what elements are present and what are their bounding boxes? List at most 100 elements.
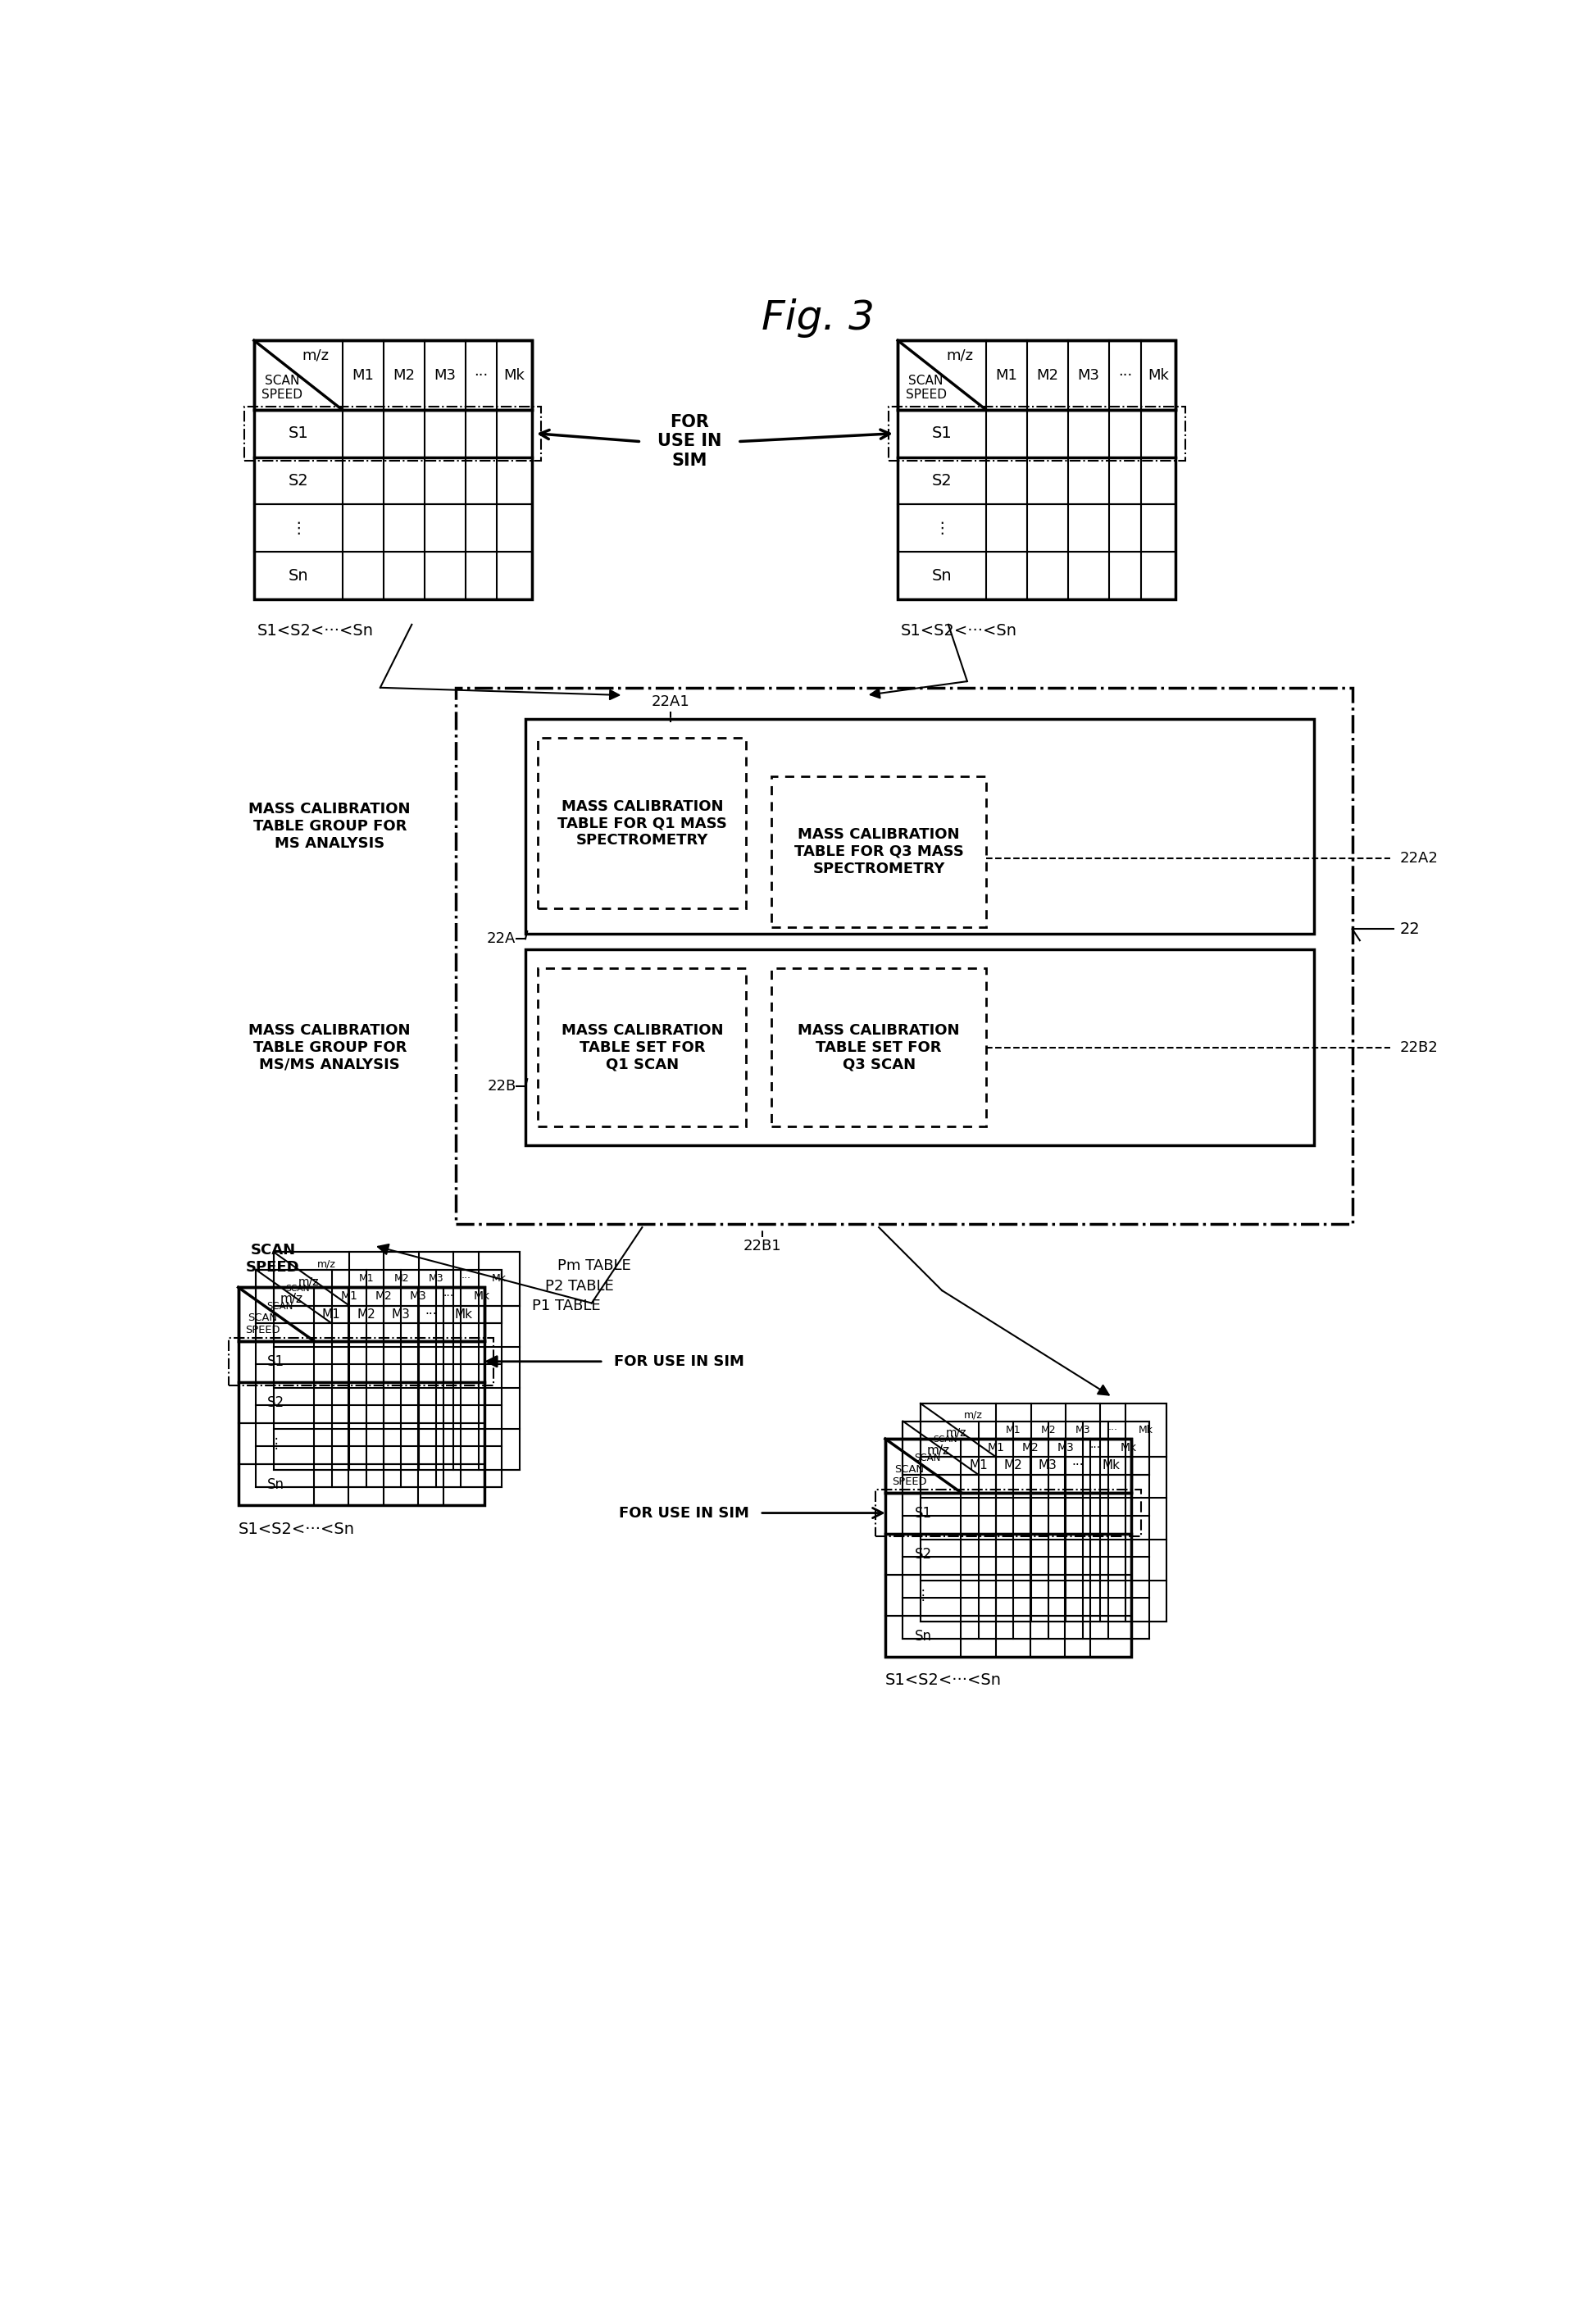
Text: S1: S1 (287, 425, 308, 441)
Text: m/z: m/z (945, 1428, 966, 1440)
Text: 22: 22 (1400, 922, 1420, 936)
Bar (244, 407, 541, 460)
Bar (254, 409, 531, 458)
Text: FOR
USE IN
SIM: FOR USE IN SIM (658, 414, 721, 469)
Bar (525, 719, 1315, 934)
Text: ···: ··· (425, 1308, 437, 1320)
Text: SCAN: SCAN (932, 1435, 958, 1444)
Bar (886, 1440, 1132, 1493)
Bar (899, 458, 1176, 504)
Bar (886, 1493, 1132, 1535)
Text: ⋮: ⋮ (934, 520, 950, 536)
Text: S1: S1 (932, 425, 953, 441)
Text: S1<S2<···<Sn: S1<S2<···<Sn (238, 1521, 354, 1537)
Text: 22A2: 22A2 (1400, 850, 1438, 864)
Bar (921, 1403, 1167, 1622)
Bar (771, 968, 986, 1125)
Text: MASS CALIBRATION
TABLE FOR Q3 MASS
SPECTROMETRY: MASS CALIBRATION TABLE FOR Q3 MASS SPECT… (795, 827, 964, 876)
Bar (876, 1488, 1141, 1537)
Text: Pm TABLE: Pm TABLE (557, 1259, 630, 1273)
Text: M3: M3 (1057, 1442, 1074, 1454)
Bar (273, 1253, 520, 1470)
Text: SCAN
SPEED: SCAN SPEED (246, 1243, 300, 1276)
Text: M2: M2 (375, 1292, 393, 1301)
Bar (771, 776, 986, 927)
Text: 22B2: 22B2 (1400, 1040, 1438, 1054)
Bar (899, 552, 1176, 599)
Text: m/z: m/z (946, 349, 974, 363)
Bar (921, 1403, 1167, 1458)
Text: FOR USE IN SIM: FOR USE IN SIM (619, 1504, 750, 1521)
Bar (538, 968, 747, 1125)
Text: MASS CALIBRATION
TABLE FOR Q1 MASS
SPECTROMETRY: MASS CALIBRATION TABLE FOR Q1 MASS SPECT… (557, 800, 726, 848)
Text: ···: ··· (444, 1292, 453, 1301)
Text: m/z: m/z (302, 349, 329, 363)
Text: SCAN: SCAN (915, 1451, 940, 1463)
Text: Fig. 3: Fig. 3 (761, 298, 875, 337)
Bar (254, 504, 531, 552)
Bar (228, 1338, 493, 1384)
Text: M3: M3 (1039, 1461, 1057, 1472)
Text: S2: S2 (932, 474, 953, 488)
Bar (238, 1382, 484, 1424)
Bar (886, 1535, 1132, 1574)
Text: ···: ··· (1090, 1442, 1101, 1454)
Text: M3: M3 (428, 1273, 444, 1285)
Text: SCAN
SPEED: SCAN SPEED (892, 1463, 927, 1486)
Bar (899, 409, 1176, 458)
Text: M3: M3 (391, 1308, 410, 1320)
Text: MASS CALIBRATION
TABLE GROUP FOR
MS/MS ANALYSIS: MASS CALIBRATION TABLE GROUP FOR MS/MS A… (249, 1024, 410, 1072)
Text: S2: S2 (268, 1396, 284, 1410)
Text: SCAN: SCAN (267, 1301, 294, 1310)
Bar (254, 552, 531, 599)
Text: m/z: m/z (279, 1292, 303, 1306)
Text: S1: S1 (268, 1354, 284, 1368)
Text: ···: ··· (1117, 367, 1132, 384)
Text: SCAN: SCAN (286, 1285, 310, 1292)
Bar (899, 340, 1176, 409)
Bar (254, 340, 531, 599)
Text: M2: M2 (1041, 1426, 1057, 1435)
Text: Mk: Mk (1120, 1442, 1136, 1454)
Bar (273, 1253, 520, 1306)
Bar (255, 1269, 503, 1324)
Text: Mk: Mk (455, 1308, 472, 1320)
Text: Mk: Mk (504, 367, 525, 384)
Text: M1: M1 (351, 367, 373, 384)
Text: m/z: m/z (298, 1276, 319, 1287)
Text: ···: ··· (461, 1273, 471, 1285)
Text: ···: ··· (1071, 1461, 1084, 1472)
Text: ···: ··· (1108, 1426, 1117, 1435)
Text: M3: M3 (410, 1292, 426, 1301)
Text: FOR USE IN SIM: FOR USE IN SIM (614, 1354, 744, 1368)
Text: M1: M1 (1005, 1426, 1021, 1435)
Text: m/z: m/z (318, 1259, 335, 1269)
Text: M2: M2 (393, 367, 415, 384)
Text: P1 TABLE: P1 TABLE (533, 1299, 600, 1313)
Text: MASS CALIBRATION
TABLE SET FOR
Q3 SCAN: MASS CALIBRATION TABLE SET FOR Q3 SCAN (798, 1024, 959, 1072)
Text: S1<S2<···<Sn: S1<S2<···<Sn (257, 624, 373, 638)
Text: S2: S2 (287, 474, 308, 488)
Text: M3: M3 (1077, 367, 1100, 384)
Text: SCAN
SPEED: SCAN SPEED (905, 374, 946, 400)
Bar (238, 1287, 484, 1340)
Text: MASS CALIBRATION
TABLE SET FOR
Q1 SCAN: MASS CALIBRATION TABLE SET FOR Q1 SCAN (562, 1024, 723, 1072)
Bar (238, 1465, 484, 1504)
Text: M2: M2 (1037, 367, 1058, 384)
Text: Sn: Sn (268, 1477, 284, 1493)
Bar (255, 1269, 503, 1488)
Text: ⋮: ⋮ (916, 1588, 930, 1602)
Text: M3: M3 (434, 367, 456, 384)
Text: ⋮: ⋮ (290, 520, 306, 536)
Text: P2 TABLE: P2 TABLE (544, 1278, 613, 1294)
Text: MASS CALIBRATION
TABLE GROUP FOR
MS ANALYSIS: MASS CALIBRATION TABLE GROUP FOR MS ANAL… (249, 802, 410, 850)
Text: Mk: Mk (1101, 1461, 1120, 1472)
Bar (903, 1421, 1149, 1474)
Bar (525, 950, 1315, 1146)
Text: S1<S2<···<Sn: S1<S2<···<Sn (902, 624, 1017, 638)
Bar (254, 458, 531, 504)
Text: M1: M1 (359, 1273, 375, 1285)
Text: S2: S2 (915, 1546, 932, 1562)
Text: 22B1: 22B1 (744, 1239, 780, 1253)
Bar (238, 1287, 484, 1504)
